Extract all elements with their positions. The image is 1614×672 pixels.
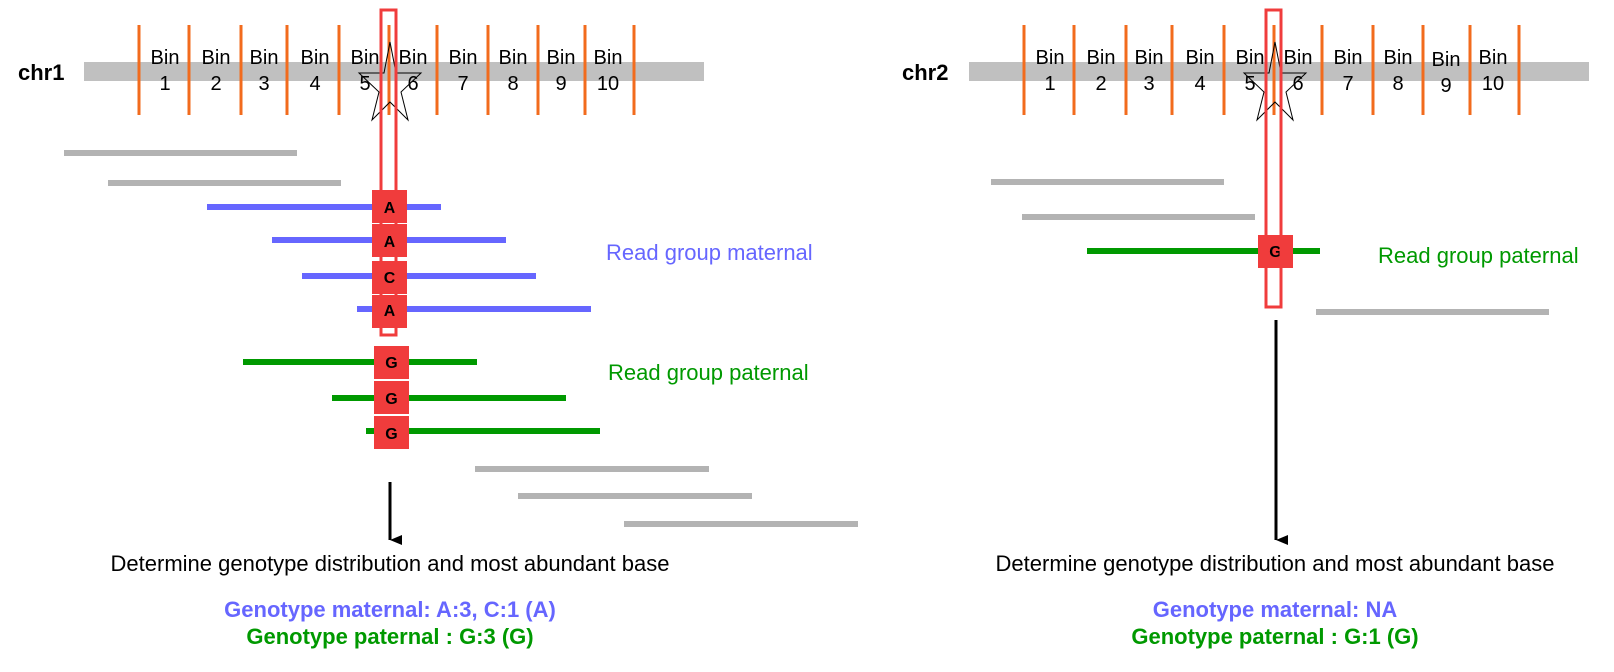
- bin-word: Bin: [1284, 47, 1313, 69]
- bin-number: 3: [258, 73, 269, 95]
- bin-word: Bin: [351, 47, 380, 69]
- bin-labels: Bin 1 Bin 2 Bin 3 Bin 4 Bin 5 Bin 6 Bin …: [1036, 47, 1508, 97]
- genotype-maternal: Genotype maternal: NA: [1153, 597, 1398, 622]
- paternal-reads: [243, 359, 600, 434]
- chromosome-bar: [84, 62, 704, 81]
- base-letter: A: [384, 234, 396, 251]
- bin-word: Bin: [1087, 47, 1116, 69]
- bin-number: 6: [407, 73, 418, 95]
- bin-word: Bin: [301, 47, 330, 69]
- other-reads: [64, 150, 858, 527]
- bin-boundaries: [1022, 25, 1521, 115]
- bin-number: 8: [1392, 73, 1403, 95]
- base-box: [372, 224, 407, 257]
- panel-chr1: chr1 Bin 1 Bin 2 Bin 3 Bin 4 Bin 5: [18, 8, 858, 649]
- paternal-bases: G G G: [374, 346, 409, 449]
- bin-labels: Bin 1 Bin 2 Bin 3 Bin 4 Bin 5 Bin 6 Bin …: [151, 47, 623, 95]
- base-box: [372, 261, 407, 294]
- base-box: [372, 295, 407, 328]
- base-letter: A: [384, 303, 396, 320]
- bin-number: 8: [507, 73, 518, 95]
- bin-word: Bin: [399, 47, 428, 69]
- bin-word: Bin: [449, 47, 478, 69]
- bin-word: Bin: [1036, 47, 1065, 69]
- base-letter: C: [384, 270, 396, 287]
- bin-word: Bin: [250, 47, 279, 69]
- other-reads: [991, 179, 1549, 315]
- genotype-paternal: Genotype paternal : G:3 (G): [246, 624, 533, 649]
- base-box: [372, 190, 407, 223]
- panel-chr2: chr2 Bin 1 Bin 2 Bin 3 Bin 4 Bin 5: [902, 8, 1589, 649]
- bin-number: 7: [457, 73, 468, 95]
- base-letter: A: [384, 200, 396, 217]
- bin-word: Bin: [1135, 47, 1164, 69]
- maternal-group-label: Read group maternal: [606, 240, 813, 265]
- bin-number: 2: [210, 73, 221, 95]
- base-letter: G: [385, 355, 397, 372]
- paternal-group-label: Read group paternal: [608, 360, 809, 385]
- bin-number: 1: [1044, 73, 1055, 95]
- bin-number: 9: [1440, 75, 1451, 97]
- bin-word: Bin: [202, 47, 231, 69]
- snp-highlight: [1264, 8, 1283, 309]
- star-icon: [1242, 41, 1308, 122]
- paternal-group-label: Read group paternal: [1378, 243, 1579, 268]
- genotype-maternal: Genotype maternal: A:3, C:1 (A): [224, 597, 556, 622]
- determine-text: Determine genotype distribution and most…: [111, 551, 670, 576]
- paternal-bases: G: [1258, 235, 1293, 268]
- bin-word: Bin: [1186, 47, 1215, 69]
- bin-number: 6: [1292, 73, 1303, 95]
- base-letter: G: [385, 391, 397, 408]
- bin-word: Bin: [1384, 47, 1413, 69]
- result-block: Determine genotype distribution and most…: [111, 551, 670, 649]
- base-box: [374, 346, 409, 379]
- bin-number: 10: [597, 73, 619, 95]
- bin-number: 5: [359, 73, 370, 95]
- base-letter: G: [1269, 244, 1281, 261]
- snp-highlight: [379, 8, 398, 337]
- base-box: [374, 416, 409, 449]
- chromosome-bar: [969, 62, 1589, 81]
- bin-number: 1: [159, 73, 170, 95]
- bin-number: 10: [1482, 73, 1504, 95]
- bin-word: Bin: [151, 47, 180, 69]
- maternal-bases: A A C A: [372, 190, 407, 328]
- star-icon: [357, 41, 423, 122]
- bin-number: 4: [1194, 73, 1205, 95]
- bin-word: Bin: [1479, 47, 1508, 69]
- bin-word: Bin: [1236, 47, 1265, 69]
- bin-boundaries: [137, 25, 636, 115]
- base-box: [1258, 235, 1293, 268]
- bin-number: 5: [1244, 73, 1255, 95]
- genotype-paternal: Genotype paternal : G:1 (G): [1131, 624, 1418, 649]
- chromosome-label: chr1: [18, 60, 64, 85]
- base-box: [374, 381, 409, 414]
- bin-word: Bin: [499, 47, 528, 69]
- result-block: Determine genotype distribution and most…: [996, 551, 1555, 649]
- bin-number: 2: [1095, 73, 1106, 95]
- bin-word: Bin: [1432, 49, 1461, 71]
- bin-number: 3: [1143, 73, 1154, 95]
- bin-number: 7: [1342, 73, 1353, 95]
- chromosome-label: chr2: [902, 60, 948, 85]
- determine-text: Determine genotype distribution and most…: [996, 551, 1555, 576]
- bin-word: Bin: [547, 47, 576, 69]
- base-letter: G: [385, 426, 397, 443]
- bin-word: Bin: [1334, 47, 1363, 69]
- bin-word: Bin: [594, 47, 623, 69]
- bin-number: 4: [309, 73, 320, 95]
- bin-number: 9: [555, 73, 566, 95]
